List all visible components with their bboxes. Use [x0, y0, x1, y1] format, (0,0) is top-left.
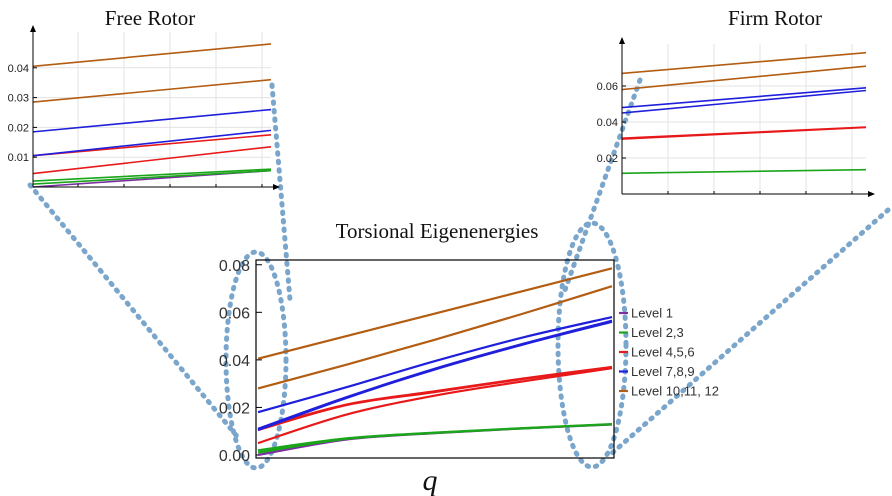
main-y-tick-label: 0.08: [219, 258, 250, 275]
main-series-line: [257, 285, 613, 390]
y-tick-label: 0.02: [597, 153, 618, 165]
main-y-tick-label: 0.00: [219, 448, 250, 465]
free-rotor-series-line: [32, 129, 272, 157]
firm-rotor-axes: 0.02 0.04 0.06: [597, 37, 875, 197]
main-series-line: [257, 365, 613, 430]
main-legend: Level 1 Level 2,3 Level 4,5,6 Level 7,8,9 Le…: [619, 306, 719, 399]
main-chart: Torsional Eigenenergies 0.00 0.02 0.04 0.06…: [219, 219, 719, 496]
main-series-line: [257, 423, 613, 454]
free-rotor-axes: 0.01 0.02 0.03 0.04: [8, 25, 280, 190]
free-rotor-series-line: [32, 169, 272, 185]
y-tick-label: 0.03: [8, 93, 29, 105]
firm-rotor-grid: [622, 44, 866, 194]
right-connector-lower: [607, 207, 891, 458]
free-rotor-series-line: [32, 168, 272, 182]
main-series-line: [257, 423, 613, 457]
y-tick-label: 0.01: [8, 152, 29, 164]
firm-rotor-title: Firm Rotor: [728, 6, 822, 30]
main-y-tick-label: 0.02: [219, 400, 250, 417]
firm-rotor-series-line: [621, 168, 867, 175]
firm-rotor-series-line: [621, 87, 867, 109]
firm-rotor-lines: [621, 51, 867, 175]
free-rotor-series-line: [32, 78, 272, 103]
main-y-ticks: 0.00 0.02 0.04 0.06 0.08: [219, 258, 262, 465]
main-series-line: [257, 319, 613, 430]
firm-rotor-series-line: [621, 51, 867, 75]
main-y-tick-label: 0.06: [219, 305, 250, 322]
main-series-line: [257, 316, 613, 414]
y-tick-label: 0.04: [597, 117, 618, 129]
right-connector-upper: [562, 77, 643, 293]
legend-label: Level 7,8,9: [631, 364, 695, 379]
free-rotor-series-line: [32, 43, 272, 68]
legend-label: Level 10,11, 12: [631, 384, 719, 399]
main-series-lines: [257, 267, 613, 457]
main-chart-title: Torsional Eigenenergies: [336, 219, 539, 243]
main-plot-frame: [255, 259, 615, 459]
main-series-line: [257, 367, 613, 445]
main-x-axis-label: q: [423, 464, 438, 496]
left-zoom-ellipse: [223, 249, 289, 471]
y-tick-label: 0.04: [8, 63, 29, 75]
free-rotor-series-line: [32, 108, 272, 133]
firm-rotor-series-line: [621, 65, 867, 91]
legend-label: Level 2,3: [631, 325, 684, 340]
left-connector-lower: [27, 182, 243, 443]
zoom-indicators: [27, 77, 891, 471]
legend-label: Level 4,5,6: [631, 345, 695, 360]
main-series-line: [257, 422, 613, 452]
free-rotor-lines: [32, 43, 272, 188]
firm-rotor-series-line: [621, 126, 867, 139]
free-rotor-series-line: [32, 145, 272, 175]
left-connector-upper: [269, 82, 293, 303]
free-rotor-inset: Free Rotor 0.01 0.02 0.03 0.04: [8, 6, 280, 190]
y-axis-arrow: [30, 25, 36, 32]
x-axis-arrow: [868, 191, 875, 197]
y-axis-arrow: [619, 37, 625, 44]
firm-rotor-inset: Firm Rotor 0.02 0.04 0.06: [597, 6, 875, 197]
y-tick-label: 0.06: [597, 81, 618, 93]
y-tick-label: 0.02: [8, 122, 29, 134]
main-series-line: [257, 267, 613, 360]
x-axis-arrow: [273, 184, 280, 190]
right-zoom-ellipse: [555, 220, 629, 470]
free-rotor-title: Free Rotor: [105, 6, 195, 30]
firm-rotor-series-line: [621, 89, 867, 114]
main-y-tick-label: 0.04: [219, 353, 250, 370]
legend-label: Level 1: [631, 306, 673, 321]
